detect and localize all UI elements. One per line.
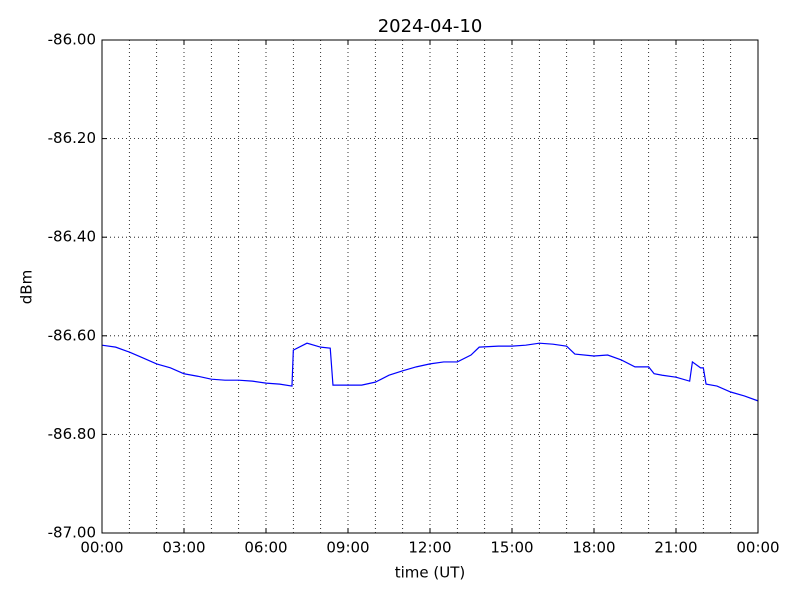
plot-frame (101, 39, 759, 534)
x-tick-label: 03:00 (162, 539, 205, 557)
chart-title: 2024-04-10 (378, 16, 483, 37)
y-tick-label: -86.80 (48, 425, 96, 443)
y-tick-label: -86.60 (48, 326, 96, 344)
y-tick-label: -86.40 (48, 228, 96, 246)
y-tick-label: -87.00 (48, 524, 96, 542)
x-axis-label: time (UT) (395, 564, 466, 582)
y-tick-label: -86.20 (48, 129, 96, 147)
x-tick-label: 18:00 (572, 539, 615, 557)
x-tick-label: 00:00 (80, 539, 123, 557)
x-tick-label: 06:00 (244, 539, 287, 557)
x-tick-label: 21:00 (654, 539, 697, 557)
x-tick-label: 00:00 (736, 539, 779, 557)
x-tick-label: 12:00 (408, 539, 451, 557)
x-tick-label: 09:00 (326, 539, 369, 557)
y-axis-label: dBm (18, 270, 36, 304)
data-line (101, 342, 759, 402)
y-tick-label: -86.00 (48, 31, 96, 49)
x-tick-label: 15:00 (490, 539, 533, 557)
